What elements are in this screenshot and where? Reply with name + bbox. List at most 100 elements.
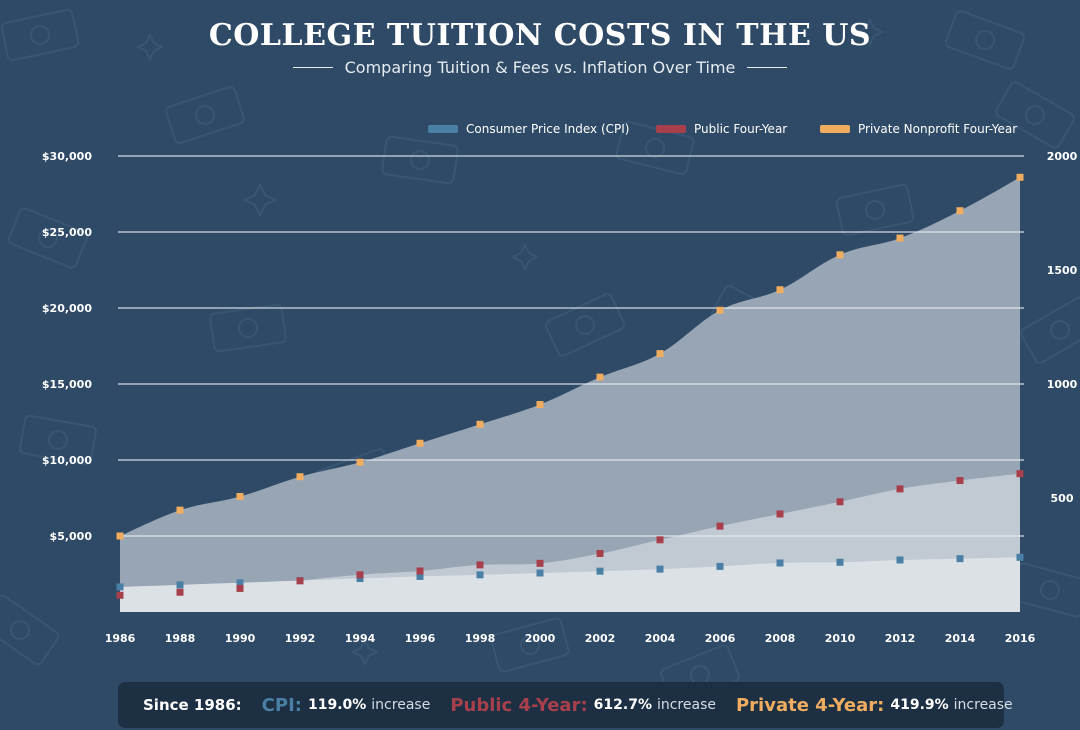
area-consumer-price-index-cpi (120, 557, 1020, 612)
tuition-area-chart: $5,000 $10,000 $15,000 $20,000 $25,000 $30,00… (42, 122, 1078, 645)
marker-consumer-price-index-cpi-1990 (236, 579, 244, 587)
x-tick-label: 2008 (765, 632, 796, 645)
marker-public-four-year-1992 (296, 577, 304, 585)
marker-consumer-price-index-cpi-2014 (956, 555, 964, 563)
x-tick-label: 2014 (945, 632, 976, 645)
y-left-tick-label: $10,000 (42, 454, 92, 467)
marker-consumer-price-index-cpi-2000 (536, 569, 544, 577)
right-axis: 500 1000 1500 2000 (1047, 150, 1078, 505)
x-tick-label: 2006 (705, 632, 736, 645)
x-tick-label: 2004 (645, 632, 676, 645)
x-tick-label: 2000 (525, 632, 556, 645)
area-private-nonprofit-four-year (120, 177, 1020, 613)
summary-private-value: 419.9% (890, 697, 949, 713)
marker-private-nonprofit-four-year-1988 (176, 506, 184, 514)
summary-public-label: Public 4-Year: (450, 694, 588, 716)
marker-consumer-price-index-cpi-1994 (356, 574, 364, 582)
x-tick-label: 1992 (285, 632, 316, 645)
marker-public-four-year-2006 (716, 522, 724, 530)
summary-cpi-value: 119.0% (307, 697, 367, 713)
marker-consumer-price-index-cpi-2012 (896, 556, 904, 564)
marker-private-nonprofit-four-year-1990 (236, 492, 244, 500)
marker-consumer-price-index-cpi-1996 (416, 572, 424, 580)
x-tick-label: 1986 (105, 632, 136, 645)
marker-public-four-year-2000 (536, 559, 544, 567)
marker-consumer-price-index-cpi-1986 (116, 583, 124, 591)
marker-public-four-year-1990 (236, 584, 244, 592)
marker-public-four-year-2010 (836, 498, 844, 506)
x-tick-label: 1988 (165, 632, 196, 645)
legend: Consumer Price Index (CPI) Public Four-Ye… (428, 122, 1017, 136)
marker-private-nonprofit-four-year-1998 (476, 420, 484, 428)
y-left-tick-label: $25,000 (42, 226, 92, 239)
marker-private-nonprofit-four-year-2014 (956, 207, 964, 215)
y-right-tick-label: 1000 (1047, 378, 1078, 391)
marker-consumer-price-index-cpi-1988 (176, 581, 184, 589)
summary-cpi-label: CPI: (261, 694, 302, 716)
marker-public-four-year-1986 (116, 591, 124, 599)
y-left-tick-label: $5,000 (50, 530, 93, 543)
legend-label-private-nonprofit-four-year: Private Nonprofit Four-Year (858, 122, 1017, 136)
summary-public-increase: increase (656, 697, 716, 713)
summary-bar: Since 1986: CPI: 119.0% increase Public … (118, 682, 1013, 728)
subtitle-rule-left (292, 67, 333, 68)
x-tick-label: 2012 (885, 632, 916, 645)
marker-private-nonprofit-four-year-1992 (296, 473, 304, 481)
legend-label-public-four-year: Public Four-Year (694, 122, 787, 136)
summary-private-increase: increase (953, 697, 1013, 713)
summary-since-label: Since 1986: (143, 696, 242, 714)
marker-consumer-price-index-cpi-2010 (836, 558, 844, 566)
marker-private-nonprofit-four-year-2006 (716, 306, 724, 314)
x-axis: 1986 1988 1990 1992 1994 1996 1998 2000 2002 2004… (105, 632, 1036, 645)
marker-public-four-year-2014 (956, 477, 964, 485)
legend-label-consumer-price-index-cpi: Consumer Price Index (CPI) (466, 122, 629, 136)
y-left-tick-label: $30,000 (42, 150, 92, 163)
marker-public-four-year-2012 (896, 485, 904, 493)
marker-private-nonprofit-four-year-2000 (536, 401, 544, 409)
legend-swatch-public-four-year (656, 125, 686, 133)
summary-cpi-increase: increase (371, 697, 431, 713)
marker-consumer-price-index-cpi-1998 (476, 571, 484, 579)
area-layer (120, 177, 1020, 613)
marker-private-nonprofit-four-year-1996 (416, 439, 424, 447)
x-tick-label: 1990 (225, 632, 256, 645)
marker-private-nonprofit-four-year-2008 (776, 286, 784, 294)
marker-consumer-price-index-cpi-2002 (596, 567, 604, 575)
marker-private-nonprofit-four-year-2002 (596, 373, 604, 381)
x-tick-label: 1996 (405, 632, 436, 645)
marker-private-nonprofit-four-year-2010 (836, 251, 844, 259)
y-left-tick-label: $20,000 (42, 302, 92, 315)
marker-consumer-price-index-cpi-2016 (1016, 553, 1024, 561)
summary-public-value: 612.7% (593, 697, 652, 713)
chart-title: COLLEGE TUITION COSTS IN THE US (208, 18, 872, 53)
y-right-tick-label: 2000 (1047, 150, 1078, 163)
marker-private-nonprofit-four-year-1994 (356, 458, 364, 466)
x-tick-label: 2016 (1005, 632, 1036, 645)
x-tick-label: 1994 (345, 632, 376, 645)
marker-private-nonprofit-four-year-2004 (656, 350, 664, 358)
legend-swatch-private-nonprofit-four-year (820, 125, 850, 133)
marker-public-four-year-1996 (416, 567, 424, 575)
subtitle-rule-right (747, 67, 788, 68)
marker-consumer-price-index-cpi-2004 (656, 565, 664, 573)
x-tick-label: 2002 (585, 632, 616, 645)
marker-private-nonprofit-four-year-1986 (116, 532, 124, 540)
x-tick-label: 1998 (465, 632, 496, 645)
chart-subtitle: Comparing Tuition & Fees vs. Inflation O… (344, 58, 736, 77)
y-right-tick-label: 500 (1051, 492, 1074, 505)
y-right-tick-label: 1500 (1047, 264, 1078, 277)
marker-public-four-year-1988 (176, 588, 184, 596)
summary-private-label: Private 4-Year: (735, 694, 885, 716)
x-tick-label: 2010 (825, 632, 856, 645)
marker-public-four-year-1994 (356, 571, 364, 579)
marker-public-four-year-2004 (656, 536, 664, 544)
marker-private-nonprofit-four-year-2016 (1016, 173, 1024, 181)
gridlines (118, 155, 1024, 537)
legend-swatch-consumer-price-index-cpi (428, 125, 458, 133)
marker-public-four-year-2016 (1016, 470, 1024, 478)
marker-consumer-price-index-cpi-2006 (716, 562, 724, 570)
marker-public-four-year-1998 (476, 561, 484, 569)
left-axis: $5,000 $10,000 $15,000 $20,000 $25,000 $30,00… (42, 150, 92, 543)
marker-public-four-year-2008 (776, 510, 784, 518)
marker-private-nonprofit-four-year-2012 (896, 234, 904, 242)
